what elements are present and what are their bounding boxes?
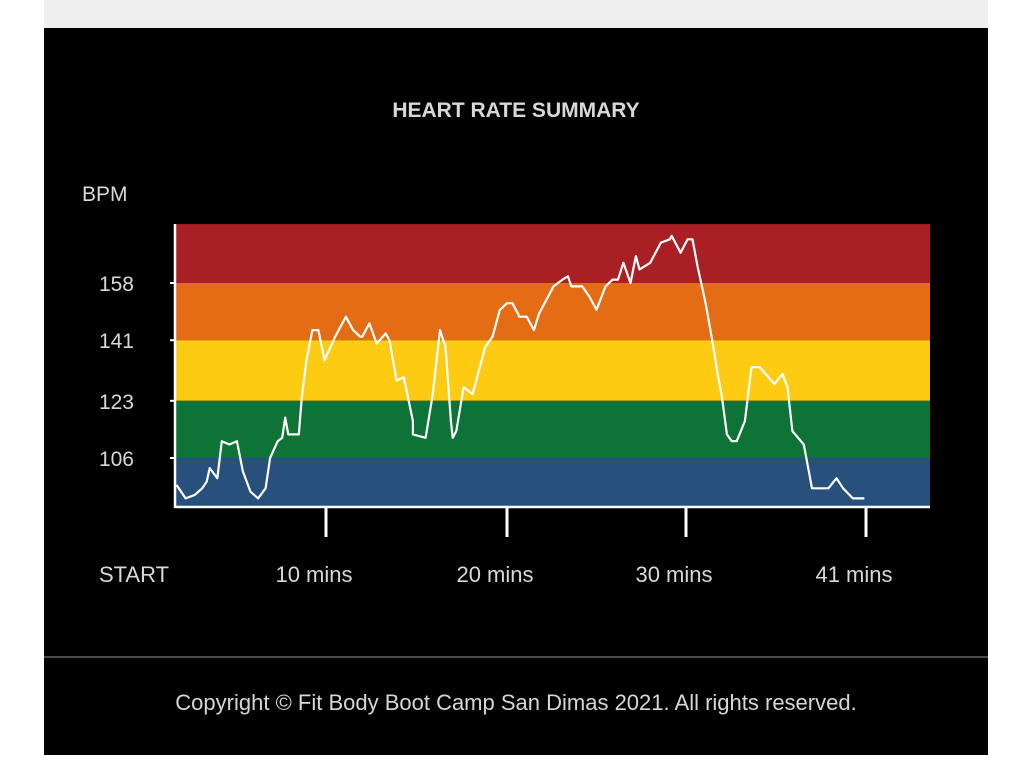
x-tick-label: 10 mins (275, 562, 352, 587)
heart-rate-line (175, 234, 865, 500)
ticks: 158 141 123 106 START 10 mins 20 mins 30 mins 41… (99, 273, 893, 587)
y-tick-label: 106 (99, 448, 134, 471)
zone-band-0 (175, 224, 930, 283)
chart-title: HEART RATE SUMMARY (392, 99, 639, 122)
y-tick-label: 123 (99, 391, 134, 414)
x-tick-label: 30 mins (635, 562, 712, 587)
y-tick-label: 158 (99, 273, 134, 296)
footer-divider (44, 656, 988, 658)
copyright-text: Copyright © Fit Body Boot Camp San Dimas… (175, 690, 857, 715)
zone-band-1 (175, 283, 930, 341)
x-tick-label: 41 mins (815, 562, 892, 587)
zones (175, 224, 930, 507)
x-tick-label: START (99, 562, 169, 587)
zone-band-2 (175, 340, 930, 401)
y-tick-label: 141 (99, 330, 134, 353)
heart-rate-line-group (175, 234, 865, 500)
x-tick-label: 20 mins (456, 562, 533, 587)
axes (173, 224, 930, 509)
zone-band-4 (175, 458, 930, 507)
y-axis-label: BPM (82, 183, 128, 206)
top-bar (44, 0, 988, 28)
